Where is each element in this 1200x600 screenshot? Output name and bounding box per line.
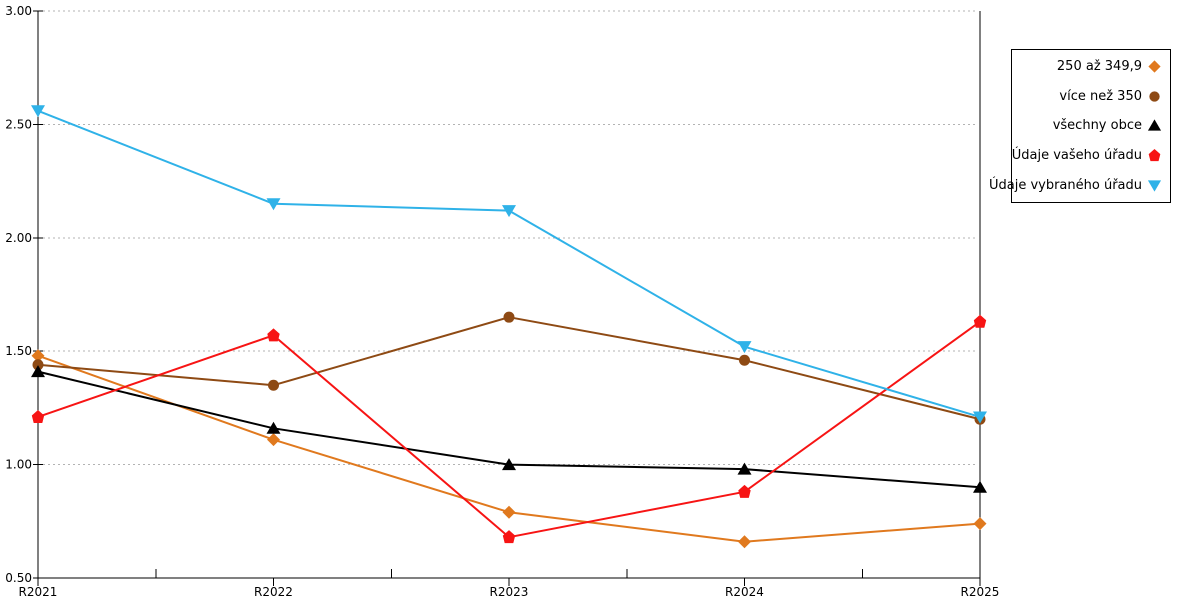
legend-diamond-icon (1147, 59, 1162, 74)
series-line (37, 320, 981, 539)
data-point-diamond-icon (31, 349, 45, 363)
series-1 (32, 311, 986, 425)
legend-item: 250 až 349,9 (1057, 59, 1162, 74)
series-line (37, 109, 981, 418)
legend: 250 až 349,9 více než 350 všechny obce Údaj… (989, 49, 1171, 203)
legend-item-label: 250 až 349,9 (1056, 59, 1142, 75)
legend-triangle-down-icon (1147, 178, 1162, 193)
data-point-circle-icon (503, 311, 515, 323)
legend-item-label: Údaje vybraného úřadu (988, 177, 1142, 193)
gridlines (38, 10, 976, 466)
data-point-triangle-up-icon (973, 480, 987, 493)
x-tick-label: R2022 (254, 585, 293, 599)
data-point-circle-icon (32, 359, 44, 371)
data-point-triangle-up-icon (31, 365, 45, 378)
legend-pentagon-icon (1147, 148, 1162, 163)
x-tick-label: R2021 (19, 585, 58, 599)
legend-item-label: všechny obce (1052, 118, 1142, 134)
legend-item: více než 350 (1059, 89, 1162, 104)
data-point-diamond-icon (973, 517, 987, 531)
data-point-pentagon-icon (973, 314, 987, 328)
data-point-triangle-up-icon (737, 462, 752, 475)
y-tick-label: 0.50 (5, 571, 32, 585)
data-point-triangle-down-icon (737, 341, 752, 354)
x-tick-label: R2025 (961, 585, 1000, 599)
legend-item: Údaje vašeho úřadu (1012, 148, 1162, 163)
data-point-diamond-icon (267, 433, 280, 447)
legend-circle-icon (1147, 89, 1162, 104)
data-point-triangle-down-icon (502, 205, 516, 218)
data-point-diamond-icon (502, 505, 516, 519)
series-2 (31, 365, 987, 493)
y-tick-label: 2.00 (5, 231, 32, 245)
legend-triangle-up-icon (1147, 118, 1162, 133)
data-point-triangle-up-icon (266, 421, 281, 434)
data-point-triangle-up-icon (502, 458, 516, 471)
data-point-triangle-down-icon (266, 198, 281, 211)
y-tick-label: 1.00 (5, 458, 32, 472)
data-point-circle-icon (268, 379, 279, 391)
series-4 (31, 105, 987, 424)
data-point-diamond-icon (738, 535, 751, 549)
y-tick-label: 2.50 (5, 117, 32, 131)
legend-item: všechny obce (1053, 118, 1162, 133)
data-point-pentagon-icon (502, 530, 516, 544)
y-tick-label: 1.50 (5, 344, 32, 358)
x-tick-label: R2024 (725, 585, 764, 599)
legend-item-label: více než 350 (1059, 88, 1142, 104)
y-tick-label: 3.00 (5, 4, 32, 18)
legend-item: Údaje vybraného úřadu (989, 178, 1162, 193)
data-point-triangle-down-icon (31, 105, 45, 118)
series-0 (31, 349, 987, 549)
series-3 (31, 314, 987, 544)
legend-item-label: Údaje vašeho úřadu (1011, 148, 1142, 164)
data-point-circle-icon (739, 354, 750, 366)
x-tick-label: R2023 (490, 585, 529, 599)
data-point-pentagon-icon (267, 328, 280, 342)
axes (33, 10, 981, 586)
data-point-pentagon-icon (31, 409, 45, 423)
data-point-triangle-down-icon (973, 411, 987, 424)
data-point-pentagon-icon (738, 484, 751, 498)
